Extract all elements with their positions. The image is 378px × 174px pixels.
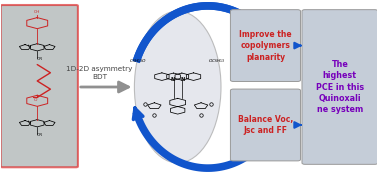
FancyBboxPatch shape bbox=[231, 89, 301, 161]
Text: O: O bbox=[34, 98, 37, 102]
FancyBboxPatch shape bbox=[1, 5, 78, 167]
Text: OR: OR bbox=[37, 57, 43, 61]
FancyBboxPatch shape bbox=[302, 10, 378, 164]
Text: The
highest
PCE in this
Quinoxali
ne system: The highest PCE in this Quinoxali ne sys… bbox=[316, 60, 364, 114]
Text: Improve the
copolymers
planarity: Improve the copolymers planarity bbox=[239, 30, 292, 62]
Text: $C_6H_{13}O$: $C_6H_{13}O$ bbox=[129, 58, 147, 65]
Text: OR: OR bbox=[37, 133, 43, 137]
Text: N: N bbox=[181, 77, 185, 82]
Text: Balance Voc,
Jsc and FF: Balance Voc, Jsc and FF bbox=[238, 115, 293, 135]
Ellipse shape bbox=[135, 11, 221, 163]
Text: N: N bbox=[170, 77, 175, 82]
Text: 1D-2D asymmetry
BDT: 1D-2D asymmetry BDT bbox=[66, 66, 133, 80]
FancyBboxPatch shape bbox=[231, 10, 301, 81]
Text: $OC_6H_{13}$: $OC_6H_{13}$ bbox=[209, 58, 226, 65]
Text: OH: OH bbox=[34, 10, 40, 14]
